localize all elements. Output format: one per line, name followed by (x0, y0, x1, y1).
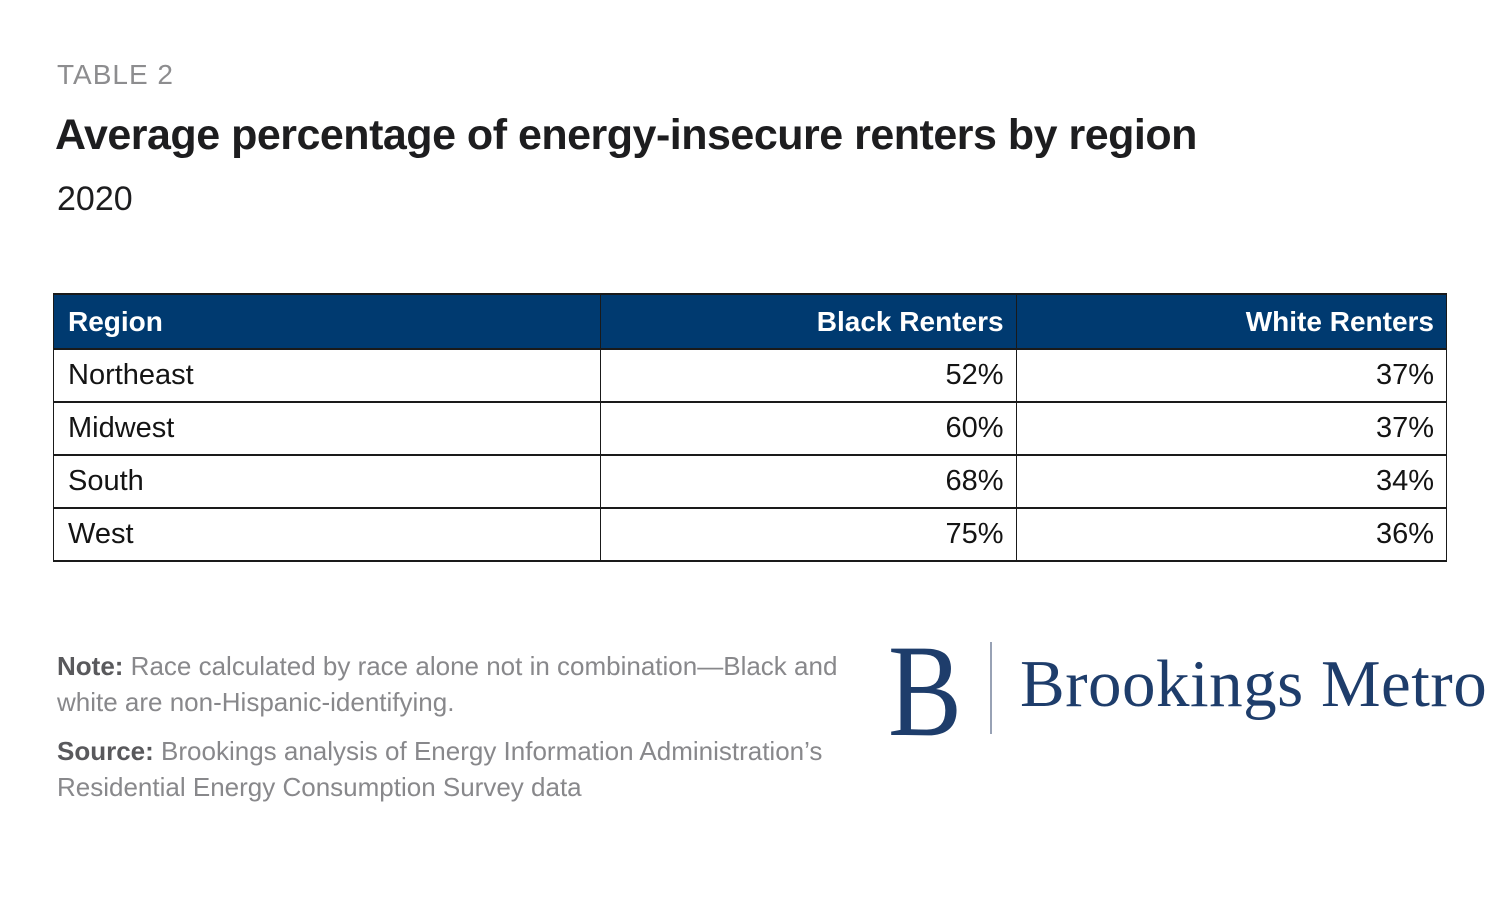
region-cell: Northeast (52, 348, 602, 403)
white-renters-value: 34% (1015, 454, 1448, 509)
figure-title: Average percentage of energy-insecure re… (55, 111, 1197, 159)
column-header-white-renters: White Renters (1015, 293, 1448, 350)
table-row: South 68% 34% (52, 454, 1448, 509)
column-header-region: Region (52, 293, 602, 350)
logo-divider-line (990, 642, 993, 734)
note-text: Race calculated by race alone not in com… (57, 651, 838, 717)
black-renters-value: 60% (600, 401, 1017, 456)
region-cell: West (52, 507, 602, 562)
figure-subtitle-year: 2020 (57, 180, 133, 218)
brookings-b-monogram: B (888, 617, 962, 764)
footnotes-block: Note: Race calculated by race alone not … (57, 648, 867, 818)
brookings-metro-wordmark: Brookings Metro (1020, 646, 1488, 721)
source-label: Source: (57, 736, 154, 766)
table-number-label: TABLE 2 (57, 59, 174, 90)
black-renters-value: 52% (600, 348, 1017, 403)
black-renters-value: 68% (600, 454, 1017, 509)
source-paragraph: Source: Brookings analysis of Energy Inf… (57, 733, 867, 805)
region-cell: Midwest (52, 401, 602, 456)
source-text: Brookings analysis of Energy Information… (57, 736, 823, 802)
energy-insecure-renters-table: Region Black Renters White Renters North… (52, 293, 1448, 562)
white-renters-value: 36% (1015, 507, 1448, 562)
table-header-row: Region Black Renters White Renters (52, 293, 1448, 350)
table-row: Northeast 52% 37% (52, 348, 1448, 403)
white-renters-value: 37% (1015, 401, 1448, 456)
table-row: West 75% 36% (52, 507, 1448, 562)
white-renters-value: 37% (1015, 348, 1448, 403)
note-paragraph: Note: Race calculated by race alone not … (57, 648, 867, 720)
table-row: Midwest 60% 37% (52, 401, 1448, 456)
column-header-black-renters: Black Renters (600, 293, 1017, 350)
black-renters-value: 75% (600, 507, 1017, 562)
region-cell: South (52, 454, 602, 509)
note-label: Note: (57, 651, 124, 681)
brookings-metro-logo: B Brookings Metro (888, 617, 1488, 764)
